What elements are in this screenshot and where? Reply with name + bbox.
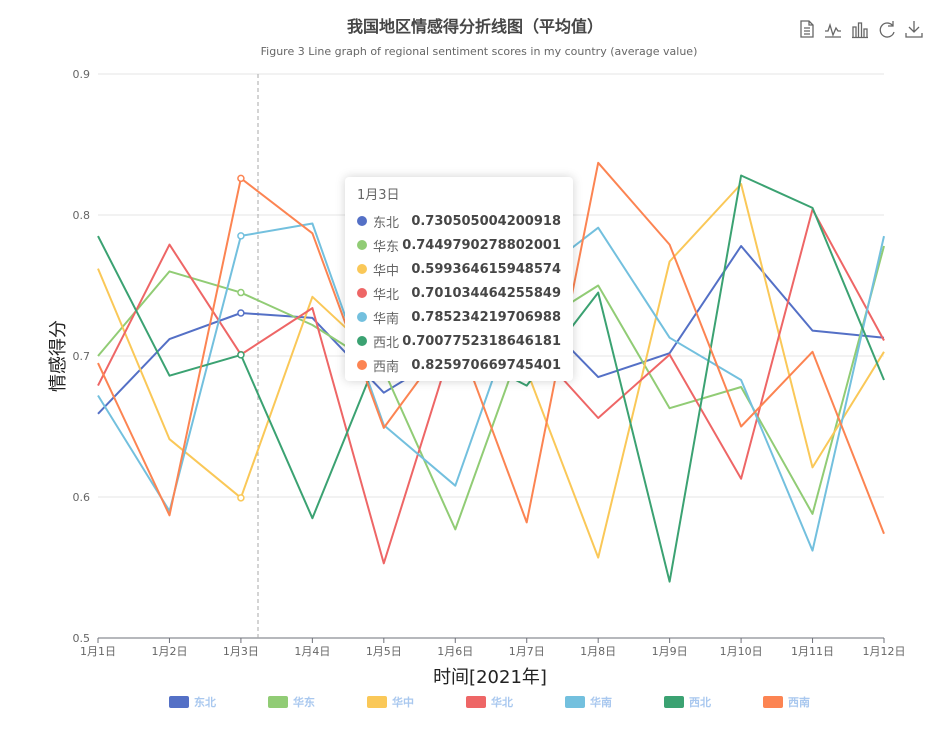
- tooltip-color-dot: [357, 336, 367, 346]
- tooltip-color-dot: [357, 288, 367, 298]
- legend-label: 华东: [293, 695, 315, 709]
- legend-item-华东[interactable]: 华东: [268, 695, 315, 709]
- legend-swatch: [268, 696, 288, 708]
- legend-label: 西北: [689, 695, 711, 709]
- tooltip-series-name: 华中: [373, 263, 400, 279]
- legend-item-华北[interactable]: 华北: [466, 695, 513, 709]
- x-tick-label: 1月1日: [80, 645, 116, 658]
- tooltip-row: 西南 0.825970669745401: [357, 353, 561, 377]
- legend-swatch: [763, 696, 783, 708]
- tooltip-row: 西北 0.7007752318646181: [357, 329, 561, 353]
- x-tick-label: 1月6日: [437, 645, 473, 658]
- chart-title: 我国地区情感得分折线图（平均值）: [347, 17, 603, 36]
- data-point-marker[interactable]: [237, 494, 245, 502]
- data-point-marker[interactable]: [237, 174, 245, 183]
- data-point-marker[interactable]: [237, 232, 245, 240]
- legend-swatch: [565, 696, 585, 708]
- x-tick-label: 1月3日: [223, 645, 259, 658]
- tooltip-series-name: 西北: [373, 335, 400, 351]
- tooltip-color-dot: [357, 240, 367, 250]
- tooltip-series-name: 华北: [373, 287, 400, 303]
- tooltip-series-value: 0.730505004200918: [411, 213, 561, 229]
- x-tick-label: 1月5日: [366, 645, 402, 658]
- tooltip-series-value: 0.785234219706988: [411, 309, 561, 325]
- tooltip-series-value: 0.825970669745401: [411, 357, 561, 373]
- tooltip-color-dot: [357, 360, 367, 370]
- legend-label: 西南: [788, 695, 810, 709]
- data-point-marker[interactable]: [237, 351, 245, 359]
- line-chart-icon[interactable]: [822, 18, 844, 40]
- tooltip-series-value: 0.599364615948574: [411, 261, 561, 277]
- y-axis-ticks: 0.5 0.6 0.7 0.8 0.9: [73, 68, 91, 645]
- x-tick-label: 1月9日: [652, 645, 688, 658]
- tooltip-row: 华东 0.7449790278802001: [357, 233, 561, 257]
- legend-item-西南[interactable]: 西南: [763, 695, 810, 709]
- legend-item-东北[interactable]: 东北: [169, 695, 216, 709]
- tooltip-row: 东北 0.730505004200918: [357, 209, 561, 233]
- series-line-西南: [97, 161, 885, 535]
- legend-swatch: [466, 696, 486, 708]
- x-tick-label: 1月4日: [294, 645, 330, 658]
- tooltip-series-value: 0.7449790278802001: [402, 237, 561, 253]
- highlight-markers: [237, 174, 245, 502]
- legend-item-华南[interactable]: 华南: [565, 695, 612, 709]
- x-tick-label: 1月2日: [151, 645, 187, 658]
- x-tick-label: 1月10日: [720, 645, 763, 658]
- data-point-marker[interactable]: [237, 288, 245, 297]
- chart-subtitle: Figure 3 Line graph of regional sentimen…: [261, 45, 698, 58]
- restore-icon[interactable]: [876, 18, 898, 40]
- tooltip-row: 华北 0.701034464255849: [357, 281, 561, 305]
- legend-item-华中[interactable]: 华中: [367, 695, 414, 709]
- legend-label: 华中: [392, 695, 414, 709]
- tooltip-series-value: 0.7007752318646181: [402, 333, 561, 349]
- legend-swatch: [169, 696, 189, 708]
- bar-chart-icon[interactable]: [849, 18, 871, 40]
- data-point-marker[interactable]: [237, 309, 245, 317]
- tooltip: 1月3日 东北 0.730505004200918 华东 0.744979027880…: [345, 177, 573, 381]
- x-tick-label: 1月8日: [580, 645, 616, 658]
- y-axis-title: 情感得分: [48, 320, 69, 392]
- tooltip-series-name: 东北: [373, 215, 400, 231]
- y-tick-label: 0.7: [73, 350, 91, 363]
- y-tick-label: 0.8: [73, 209, 91, 222]
- tooltip-series-value: 0.701034464255849: [411, 285, 561, 301]
- legend-swatch: [664, 696, 684, 708]
- legend-item-西北[interactable]: 西北: [664, 695, 711, 709]
- tooltip-color-dot: [357, 264, 367, 274]
- data-view-icon[interactable]: [796, 18, 818, 40]
- x-tick-label: 1月7日: [509, 645, 545, 658]
- x-axis: 1月1日 1月2日 1月3日 1月4日 1月5日 1月6日 1月7日 1月8日 1月9日 1月10…: [80, 637, 906, 658]
- x-tick-label: 1月12日: [863, 645, 906, 658]
- legend[interactable]: 东北 华东 华中 华北 华南 西北 西南: [169, 695, 810, 709]
- tooltip-series-name: 西南: [373, 359, 400, 375]
- download-icon[interactable]: [903, 18, 925, 40]
- tooltip-header: 1月3日: [357, 188, 400, 203]
- x-axis-title: 时间[2021年]: [433, 667, 547, 688]
- legend-label: 东北: [194, 695, 216, 709]
- tooltip-color-dot: [357, 216, 367, 226]
- y-tick-label: 0.5: [73, 632, 91, 645]
- tooltip-row: 华南 0.785234219706988: [357, 305, 561, 329]
- legend-label: 华北: [491, 695, 513, 709]
- tooltip-series-name: 华南: [373, 311, 400, 327]
- tooltip-row: 华中 0.599364615948574: [357, 257, 561, 281]
- legend-label: 华南: [590, 695, 612, 709]
- y-tick-label: 0.9: [73, 68, 91, 81]
- series-line-华南: [97, 222, 885, 552]
- tooltip-series-name: 华东: [373, 239, 400, 255]
- y-tick-label: 0.6: [73, 491, 91, 504]
- tooltip-color-dot: [357, 312, 367, 322]
- x-tick-label: 1月11日: [791, 645, 834, 658]
- legend-swatch: [367, 696, 387, 708]
